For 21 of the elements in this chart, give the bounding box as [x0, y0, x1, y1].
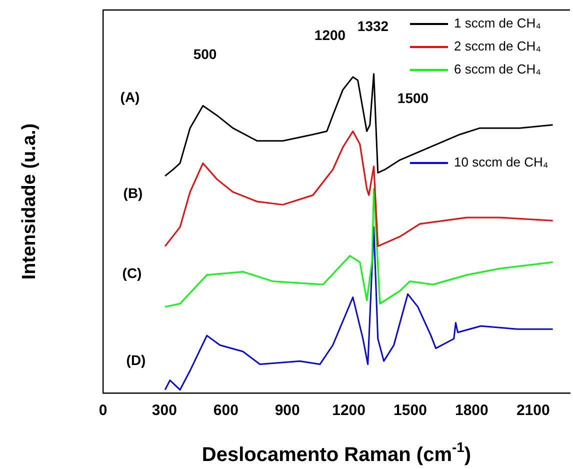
- y-axis-title: Intensidade (u.a.): [19, 123, 40, 280]
- x-tick-label: 900: [274, 402, 300, 420]
- x-tick-label: 0: [98, 402, 108, 420]
- x-tick-label: 600: [213, 402, 238, 420]
- legend-label: 2 sccm de CH₄: [454, 38, 541, 54]
- x-tick-label: 300: [152, 402, 177, 420]
- annotation: 1500: [397, 90, 429, 106]
- annotation: (D): [126, 352, 146, 368]
- annotation: (C): [122, 264, 142, 281]
- annotation: (A): [120, 88, 140, 105]
- x-tick-label: 2100: [516, 402, 550, 420]
- text: 1200: [314, 26, 346, 43]
- x-tick-label: 1200: [332, 402, 366, 420]
- legend-label: 6 sccm de CH₄: [454, 62, 541, 77]
- x-tick-label: 1500: [394, 402, 427, 420]
- text: 1332: [357, 18, 389, 34]
- legend-label: 1 sccm de CH₄: [454, 16, 541, 31]
- annotation: (B): [123, 184, 143, 201]
- x-tick-label: 1800: [454, 402, 488, 420]
- text: 500: [193, 46, 217, 62]
- legend-label: 10 sccm de CH₄: [454, 154, 548, 170]
